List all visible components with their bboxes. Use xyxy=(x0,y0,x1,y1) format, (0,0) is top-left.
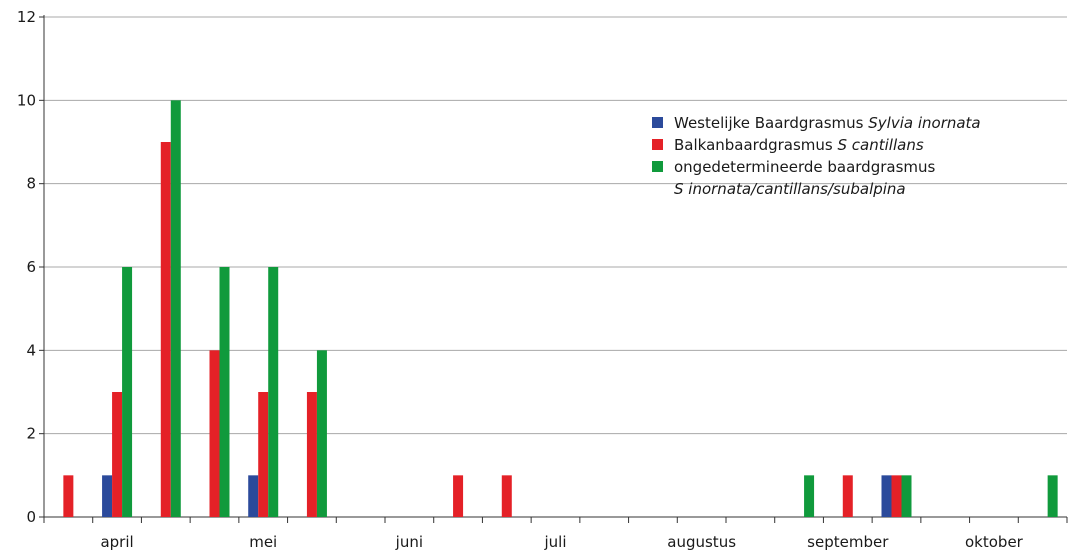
bar xyxy=(219,267,230,517)
x-tick-label: oktober xyxy=(965,533,1024,551)
gridlines xyxy=(44,16,1067,435)
x-tick-label: augustus xyxy=(667,533,736,551)
legend-entry: Westelijke Baardgrasmus Sylvia inornata xyxy=(674,114,981,132)
bar xyxy=(248,475,259,517)
x-tick-label: september xyxy=(807,533,889,551)
bar xyxy=(891,475,902,517)
bar xyxy=(453,475,464,517)
bar xyxy=(881,475,892,517)
y-tick-label: 4 xyxy=(26,341,36,359)
y-tick-label: 12 xyxy=(17,8,36,26)
legend-swatch xyxy=(652,161,663,172)
y-tick-label: 0 xyxy=(26,508,36,526)
bar xyxy=(842,475,853,517)
legend-swatch xyxy=(652,117,663,128)
bars xyxy=(63,100,1058,517)
legend: Westelijke Baardgrasmus Sylvia inornata B… xyxy=(652,114,981,198)
x-axis: april mei juni juli augustus september oktober xyxy=(43,516,1068,551)
y-tick-label: 10 xyxy=(17,91,36,109)
bar xyxy=(209,350,220,517)
legend-entry: ongedetermineerde baardgrasmus xyxy=(674,158,936,176)
bar xyxy=(160,142,171,517)
bar xyxy=(112,392,123,517)
x-tick-label: juli xyxy=(543,533,566,551)
bar xyxy=(63,475,74,517)
legend-swatch xyxy=(652,139,663,150)
bar xyxy=(306,392,317,517)
legend-entry-sci: S inornata/cantillans/subalpina xyxy=(674,180,906,198)
bar xyxy=(316,350,327,517)
bar xyxy=(804,475,815,517)
y-axis: 0 2 4 6 8 10 12 xyxy=(17,8,45,526)
bar xyxy=(501,475,512,517)
bar xyxy=(258,392,269,517)
x-tick-label: mei xyxy=(249,533,277,551)
x-tick-label: juni xyxy=(395,533,423,551)
bar xyxy=(901,475,912,517)
bar xyxy=(122,267,133,517)
y-tick-label: 8 xyxy=(26,175,36,193)
y-tick-label: 6 xyxy=(26,258,36,276)
bar xyxy=(102,475,113,517)
x-tick-label: april xyxy=(100,533,133,551)
legend-entry: Balkanbaardgrasmus S cantillans xyxy=(674,136,924,154)
bar xyxy=(268,267,279,517)
bar xyxy=(1047,475,1058,517)
y-tick-label: 2 xyxy=(26,425,36,443)
bar xyxy=(170,100,181,517)
